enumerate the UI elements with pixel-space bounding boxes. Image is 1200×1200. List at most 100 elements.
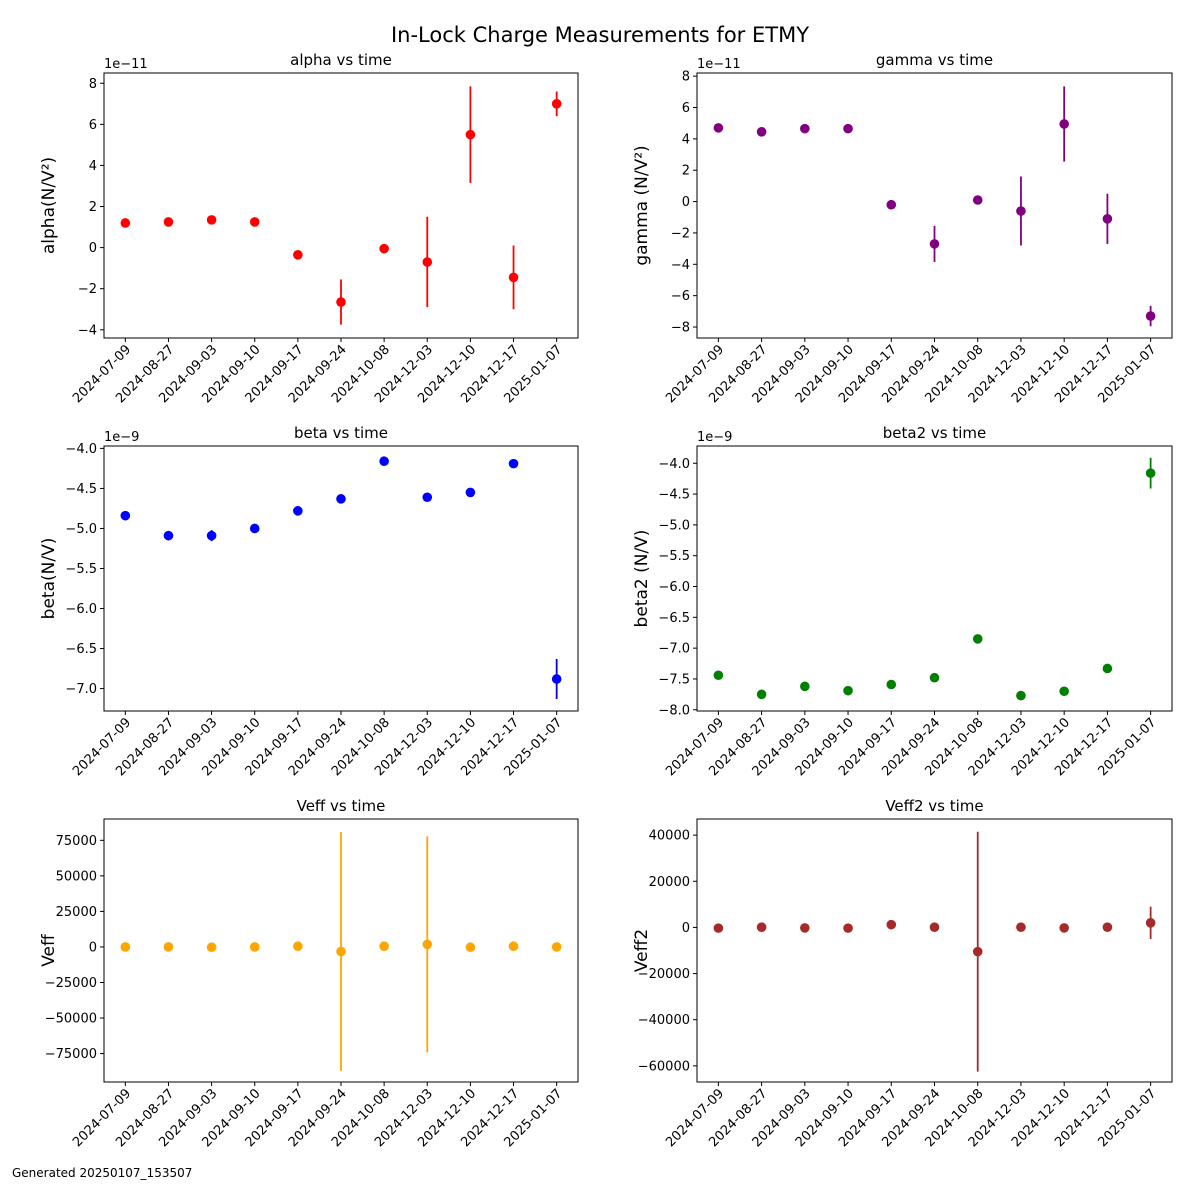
data-point bbox=[120, 942, 131, 952]
axis-offset-label: 1e−11 bbox=[697, 57, 741, 72]
y-tick-label: 20000 bbox=[649, 875, 690, 890]
y-tick-label: 50000 bbox=[56, 869, 97, 884]
data-point bbox=[249, 942, 260, 952]
data-point bbox=[508, 272, 519, 283]
data-point bbox=[1059, 686, 1069, 697]
y-axis-label: alpha(N/V²) bbox=[39, 157, 59, 254]
y-tick-label: −4.5 bbox=[658, 488, 690, 503]
y-tick-label: −4.0 bbox=[658, 457, 690, 472]
subplot-title: alpha vs time bbox=[290, 51, 392, 69]
data-point bbox=[972, 946, 983, 957]
data-point bbox=[1145, 311, 1156, 321]
data-point bbox=[843, 123, 853, 134]
subplot-title: gamma vs time bbox=[876, 51, 993, 69]
data-point bbox=[929, 672, 940, 683]
y-tick-label: −2 bbox=[78, 282, 97, 297]
data-point bbox=[249, 523, 260, 534]
axes-frame bbox=[696, 818, 1173, 1083]
y-tick-label: −7.5 bbox=[658, 672, 690, 687]
axes-frame bbox=[696, 72, 1173, 339]
subplot-3: beta vs time 1e−9 beta(N/V) −7.0 −6.5 −6.0 −5.… bbox=[39, 424, 579, 779]
y-tick-label: 40000 bbox=[649, 829, 690, 844]
footer-timestamp: Generated 20250107_153507 bbox=[12, 1166, 192, 1180]
subplot-title: beta2 vs time bbox=[883, 424, 986, 442]
y-tick-label: 8 bbox=[89, 77, 97, 92]
data-point bbox=[551, 99, 562, 109]
y-tick-label: −60000 bbox=[638, 1059, 690, 1074]
axes-frame bbox=[696, 445, 1173, 712]
data-point bbox=[551, 674, 562, 684]
data-point bbox=[800, 923, 810, 933]
axes-frame bbox=[103, 445, 579, 712]
axis-offset-label: 1e−11 bbox=[104, 57, 148, 72]
data-point bbox=[756, 922, 767, 932]
data-point bbox=[293, 250, 303, 260]
y-axis-label: Veff2 bbox=[632, 929, 652, 972]
subplot-4: beta2 vs time 1e−9 beta2 (N/V) −8.0 −7.5 −7.0… bbox=[632, 424, 1173, 779]
data-point bbox=[422, 492, 433, 503]
y-tick-label: −6.5 bbox=[65, 642, 97, 657]
y-tick-label: 0 bbox=[682, 921, 690, 936]
data-point bbox=[886, 199, 897, 210]
data-point bbox=[465, 487, 476, 498]
data-point bbox=[972, 195, 983, 205]
y-axis-label: beta2 (N/V) bbox=[632, 530, 652, 628]
y-tick-label: 8 bbox=[682, 70, 690, 85]
y-tick-label: −4 bbox=[671, 258, 690, 273]
figure-title: In-Lock Charge Measurements for ETMY bbox=[391, 23, 809, 47]
data-point bbox=[465, 129, 476, 140]
data-point bbox=[1016, 690, 1026, 701]
data-point bbox=[713, 670, 724, 681]
data-point bbox=[336, 297, 346, 307]
data-point bbox=[379, 456, 389, 467]
y-tick-label: 4 bbox=[89, 159, 97, 174]
data-point bbox=[713, 923, 724, 933]
y-tick-label: −4.5 bbox=[65, 482, 97, 497]
y-tick-label: −8 bbox=[671, 321, 690, 336]
y-tick-label: −4.0 bbox=[65, 442, 97, 457]
data-point bbox=[249, 217, 260, 227]
y-tick-label: −5.0 bbox=[65, 522, 97, 537]
data-point bbox=[713, 123, 724, 133]
subplot-5: Veff vs time Veff −75000 −50000 −25000 0 25000… bbox=[39, 797, 579, 1150]
y-tick-label: −6.0 bbox=[658, 580, 690, 595]
y-tick-label: −75000 bbox=[45, 1047, 97, 1062]
data-point bbox=[163, 530, 174, 541]
data-point bbox=[163, 217, 174, 227]
data-point bbox=[379, 243, 389, 254]
data-point bbox=[508, 458, 519, 469]
data-point bbox=[929, 922, 940, 932]
data-point bbox=[800, 123, 810, 134]
data-point bbox=[293, 506, 303, 516]
subplot-1: alpha vs time1e−11alpha(N/V²)−4−20246820… bbox=[39, 51, 579, 406]
data-point bbox=[1145, 918, 1156, 928]
y-tick-label: 6 bbox=[682, 101, 690, 116]
y-axis-label: Veff bbox=[39, 933, 59, 967]
y-tick-label: −4 bbox=[78, 323, 97, 338]
y-tick-label: −7.0 bbox=[658, 642, 690, 657]
data-point bbox=[1059, 119, 1069, 129]
y-tick-label: −7.0 bbox=[65, 682, 97, 697]
data-point bbox=[1016, 922, 1026, 932]
data-point bbox=[756, 689, 767, 700]
y-tick-label: 0 bbox=[682, 195, 690, 210]
y-tick-label: −25000 bbox=[45, 976, 97, 991]
data-point bbox=[508, 941, 519, 952]
y-axis-label: gamma (N/V²) bbox=[632, 145, 652, 265]
data-point bbox=[929, 239, 940, 249]
data-point bbox=[422, 939, 433, 950]
subplot-title: Veff vs time bbox=[297, 797, 386, 815]
y-tick-label: 75000 bbox=[56, 834, 97, 849]
data-point bbox=[1059, 923, 1069, 933]
y-tick-label: −5.5 bbox=[658, 549, 690, 564]
data-point bbox=[379, 941, 389, 952]
data-point bbox=[756, 127, 767, 137]
data-point bbox=[206, 942, 217, 953]
data-point bbox=[1102, 922, 1113, 932]
data-point bbox=[886, 919, 897, 930]
y-tick-label: 25000 bbox=[56, 905, 97, 920]
y-tick-label: −6 bbox=[671, 289, 690, 304]
y-tick-label: −40000 bbox=[638, 1013, 690, 1028]
subplot-title: Veff2 vs time bbox=[885, 797, 983, 815]
